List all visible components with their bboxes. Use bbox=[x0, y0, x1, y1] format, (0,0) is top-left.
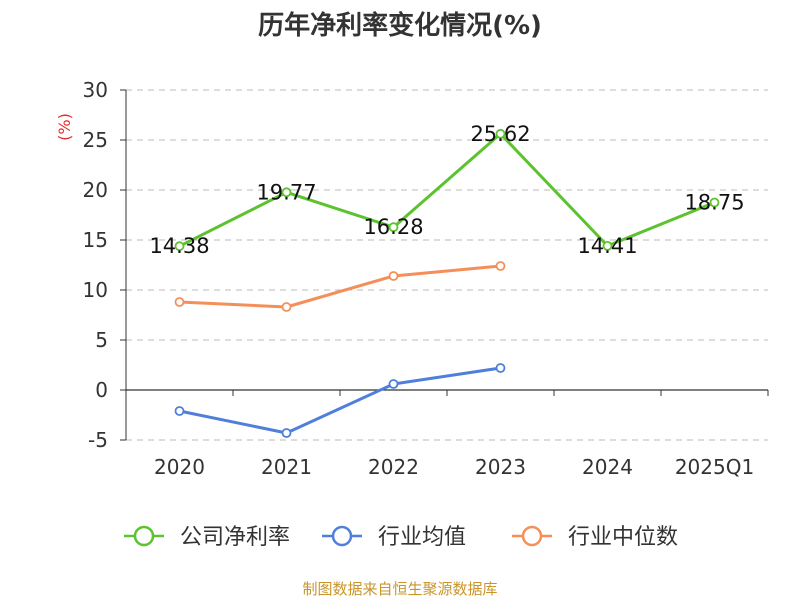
axis-layer: 30 25 20 15 10 5 0 -5 2020 2021 2022 2023 2024 2025Q1 bbox=[83, 78, 769, 479]
legend-circle-icon bbox=[331, 525, 353, 547]
data-point-0 bbox=[281, 187, 292, 198]
y-tick-label: 15 bbox=[83, 228, 108, 252]
series-line-1 bbox=[178, 366, 502, 435]
data-point-1 bbox=[495, 363, 506, 373]
data-point-0 bbox=[388, 222, 399, 233]
series-line-2 bbox=[178, 264, 502, 309]
legend-item[interactable]: 行业中位数 bbox=[512, 525, 678, 550]
data-label: 19.77 bbox=[256, 180, 316, 204]
data-point-2 bbox=[281, 302, 292, 312]
y-tick-label: 25 bbox=[83, 128, 108, 152]
data-point-2 bbox=[174, 297, 185, 307]
y-tick-label: 5 bbox=[95, 328, 108, 352]
data-point-2 bbox=[388, 271, 399, 281]
data-point-2 bbox=[495, 261, 506, 271]
legend-label: 公司净利率 bbox=[180, 525, 290, 550]
x-tick-label: 2021 bbox=[261, 455, 312, 479]
grid-layer bbox=[126, 89, 768, 441]
data-label: 18.75 bbox=[684, 191, 744, 215]
series-layer bbox=[174, 128, 720, 438]
x-tick-label: 2020 bbox=[154, 455, 205, 479]
data-point-0 bbox=[174, 241, 185, 252]
footer-source-text: 制图数据来自恒生聚源数据库 bbox=[302, 580, 497, 598]
x-tick-label: 2022 bbox=[368, 455, 419, 479]
legend-label: 行业中位数 bbox=[568, 525, 678, 550]
data-point-1 bbox=[174, 406, 185, 416]
y-tick-label: 30 bbox=[83, 78, 108, 102]
chart-title: 历年净利率变化情况(%) bbox=[258, 10, 542, 41]
y-axis-label: (%) bbox=[55, 113, 74, 141]
y-tick-label: 0 bbox=[95, 378, 108, 402]
data-label: 16.28 bbox=[363, 215, 423, 239]
legend[interactable]: 公司净利率 行业均值 行业中位数 bbox=[124, 525, 678, 550]
x-tick-label: 2023 bbox=[475, 455, 526, 479]
x-tick-label: 2024 bbox=[582, 455, 633, 479]
legend-label: 行业均值 bbox=[378, 525, 466, 550]
series-line-0 bbox=[178, 132, 716, 248]
label-layer: 14.38 19.77 16.28 25.62 14.41 18.75 bbox=[149, 122, 744, 258]
data-label: 25.62 bbox=[470, 122, 530, 146]
data-label: 14.41 bbox=[577, 234, 637, 258]
y-tick-label: -5 bbox=[88, 428, 108, 452]
data-point-0 bbox=[709, 197, 720, 208]
data-point-1 bbox=[281, 428, 292, 438]
legend-circle-icon bbox=[521, 525, 543, 547]
legend-circle-icon bbox=[133, 525, 155, 547]
y-tick-label: 10 bbox=[83, 278, 108, 302]
y-tick-label: 20 bbox=[83, 178, 108, 202]
data-point-0 bbox=[495, 128, 506, 139]
legend-item[interactable]: 行业均值 bbox=[322, 525, 466, 550]
data-point-0 bbox=[602, 240, 613, 251]
x-tick-label: 2025Q1 bbox=[675, 455, 754, 479]
legend-item[interactable]: 公司净利率 bbox=[124, 525, 290, 550]
data-point-1 bbox=[388, 379, 399, 389]
data-label: 14.38 bbox=[149, 234, 209, 258]
